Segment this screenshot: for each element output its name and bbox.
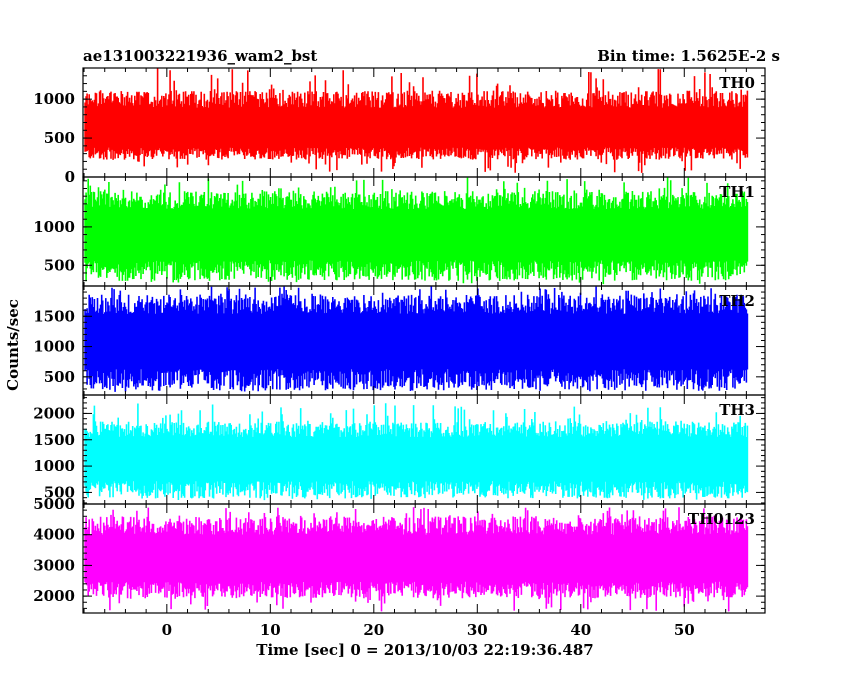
x-tick-label: 30	[467, 621, 488, 639]
y-tick-label: 5000	[33, 495, 75, 513]
panel-label: TH0	[719, 74, 755, 92]
y-tick-label: 500	[44, 129, 75, 147]
panel-th0123: 2000 3000 4000 5000 TH0123	[33, 495, 766, 614]
x-tick-label: 20	[363, 621, 384, 639]
panel-th3: 500 1000 1500 2000 TH3	[33, 394, 766, 505]
series-th3	[84, 403, 749, 501]
y-tick-label: 1000	[33, 338, 75, 356]
y-tick-label: 1000	[33, 218, 75, 236]
panel-frame	[82, 503, 766, 614]
y-tick-label: 500	[44, 368, 75, 386]
y-tick-label: 1500	[33, 431, 75, 449]
series-th0	[84, 68, 749, 173]
x-tick-label: 10	[260, 621, 281, 639]
y-tick-label: 1500	[33, 307, 75, 325]
y-tick-label: 3000	[33, 556, 75, 574]
x-axis: 0 10 20 30 40 50	[162, 621, 695, 639]
panel-th1: 500 1000 TH1	[33, 176, 766, 287]
x-tick-label: 0	[162, 621, 172, 639]
panel-th2: 500 1000 1500 TH2	[33, 285, 766, 396]
x-tick-label: 50	[674, 621, 695, 639]
y-tick-label: 2000	[33, 404, 75, 422]
y-tick-label: 4000	[33, 526, 75, 544]
series-th2	[84, 286, 749, 392]
panel-label: TH0123	[688, 510, 755, 528]
x-axis-label: Time [sec] 0 = 2013/10/03 22:19:36.487	[256, 641, 593, 659]
panel-label: TH3	[719, 401, 755, 419]
y-tick-label: 0	[65, 168, 75, 186]
series-th1	[84, 177, 749, 285]
chart-title-left: ae131003221936_wam2_bst	[83, 47, 317, 65]
chart-title-right: Bin time: 1.5625E-2 s	[597, 47, 780, 65]
x-tick-label: 40	[570, 621, 591, 639]
panels-group: 0 500 1000 TH0 500 1000 TH1 500 1000 1500 TH2 500 10…	[33, 67, 766, 614]
y-tick-label: 1000	[33, 90, 75, 108]
panel-label: TH1	[719, 183, 755, 201]
y-tick-label: 500	[44, 483, 75, 501]
panel-label: TH2	[719, 292, 755, 310]
panel-th0: 0 500 1000 TH0	[33, 67, 766, 186]
y-axis-label: Counts/sec	[4, 299, 22, 391]
y-tick-label: 500	[44, 256, 75, 274]
series-th0123	[84, 507, 749, 612]
y-tick-label: 2000	[33, 587, 75, 605]
y-tick-label: 1000	[33, 457, 75, 475]
